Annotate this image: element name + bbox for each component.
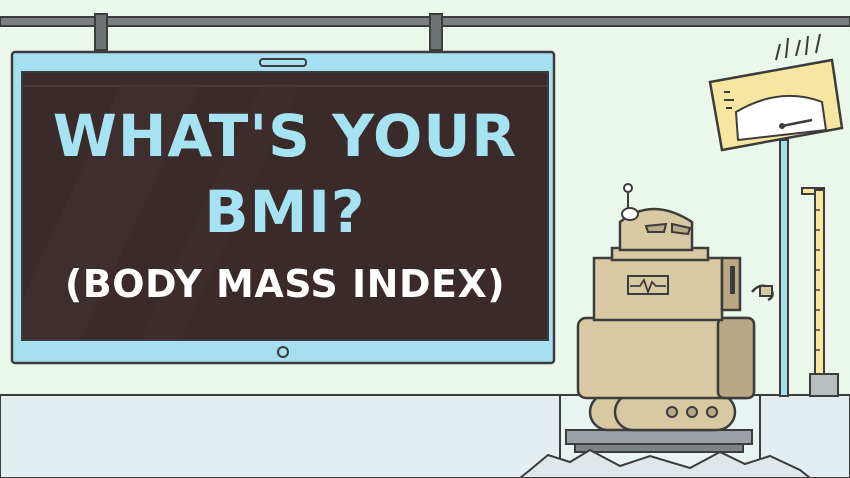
waveform-icon: [627, 275, 669, 295]
subtitle: (BODY MASS INDEX): [64, 262, 506, 306]
robot-icon: [576, 183, 774, 432]
height-ruler-icon: [801, 187, 839, 397]
monitor: [10, 50, 556, 365]
screen-text: WHAT'S YOUR BMI? (BODY MASS INDEX): [22, 90, 548, 338]
headline-line-2: BMI?: [204, 178, 366, 246]
scale-gauge-icon: [708, 33, 844, 397]
headline-line-1: WHAT'S YOUR: [52, 102, 518, 170]
ceiling-rail: [0, 13, 850, 51]
